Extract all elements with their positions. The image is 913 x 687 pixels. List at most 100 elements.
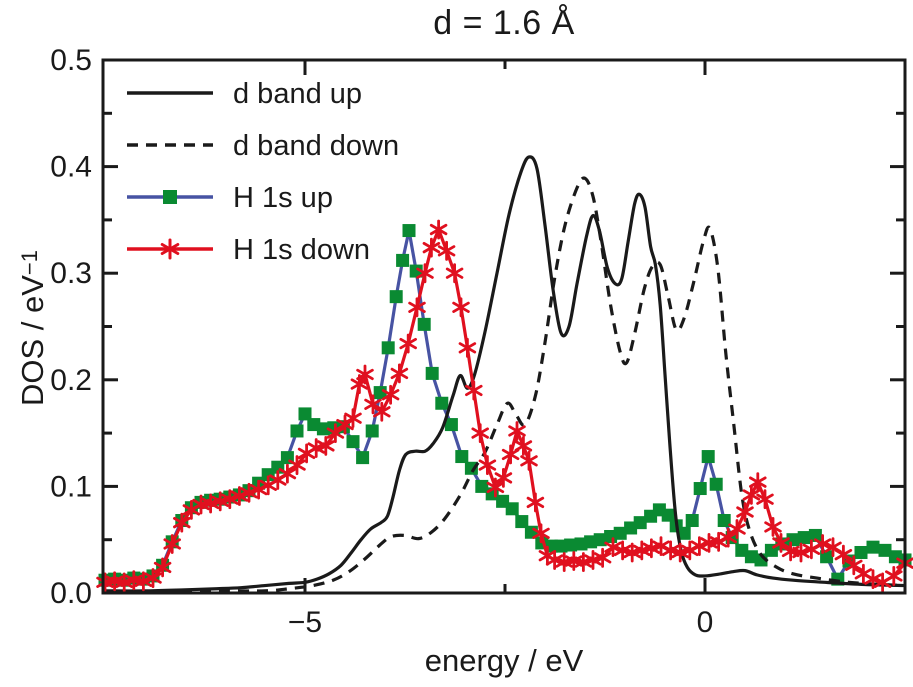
series-h-1s-up-marker	[661, 508, 675, 522]
series-h-1s-down-marker	[719, 527, 737, 548]
series-h-1s-down-marker	[288, 455, 306, 475]
series-h-1s-down-marker	[834, 544, 853, 565]
series-h-1s-up-marker	[444, 418, 458, 432]
plot-frame	[101, 58, 907, 595]
series-h-1s-down-marker	[134, 571, 153, 592]
series-h-1s-down-marker	[526, 492, 545, 513]
series-h-1s-up-marker	[346, 435, 360, 449]
series-h-1s-down-marker	[144, 568, 162, 588]
series-h-1s-down-marker	[408, 297, 426, 318]
series-h-1s-up-marker	[709, 477, 723, 491]
series-h-1s-up-marker	[685, 514, 699, 528]
series-h-1s-down-marker	[364, 394, 382, 415]
series-h-1s-down-marker	[465, 380, 483, 401]
series-h-1s-up-marker	[593, 533, 607, 547]
series-h-1s-down-marker	[764, 517, 782, 537]
series-h-1s-up-marker	[356, 451, 370, 465]
series-h-1s-down-marker	[584, 550, 602, 570]
series-h-1s-down-marker	[416, 263, 434, 284]
series-h-1s-up-marker	[425, 366, 439, 380]
series-h-1s-up-marker	[878, 543, 892, 557]
series-h-1s-down-marker	[633, 540, 651, 561]
series-h-1s-down-marker	[240, 482, 258, 503]
series-h-1s-up-marker	[417, 317, 431, 331]
series-h-1s-down-marker	[742, 485, 761, 505]
series-h-1s-down-marker	[356, 364, 374, 385]
series-h-1s-down-marker	[452, 297, 470, 318]
series-h-1s-down-marker	[230, 486, 249, 506]
series-h-1s-down-marker	[885, 566, 903, 586]
series-h-1s-down-marker	[437, 240, 456, 261]
series-h-1s-up-marker	[290, 424, 304, 438]
series-h-1s-down-marker	[864, 569, 882, 590]
series-h-1s-up-marker	[693, 482, 707, 496]
series-h-1s-down-marker	[756, 489, 774, 510]
series-h-1s-down-marker	[471, 423, 489, 443]
series-h-1s-down-marker	[613, 540, 632, 561]
series-h-1s-down-marker	[153, 557, 172, 578]
series-h-1s-down-marker	[211, 491, 229, 512]
series-h-1s-up-marker	[564, 538, 578, 552]
series-h-1s-up-marker	[455, 450, 469, 464]
series-h-1s-down-marker	[574, 552, 593, 572]
series-h-1s-down-marker	[792, 542, 810, 563]
series-d-band-down-line	[104, 176, 906, 594]
legend-label-2: d band down	[233, 130, 399, 162]
legend-marker-square	[163, 190, 177, 204]
series-h-1s-down-marker	[642, 538, 661, 559]
series-h-1s-down-marker	[399, 333, 417, 354]
series-h-1s-up-marker	[381, 341, 395, 355]
x-axis-tick-label: −5	[288, 606, 322, 639]
series-h-1s-up-marker	[677, 526, 691, 540]
series-h-1s-up-marker	[808, 528, 822, 542]
series-h-1s-down-marker	[736, 502, 754, 522]
series-h-1s-up-marker	[515, 515, 529, 529]
series-h-1s-down-marker	[671, 542, 689, 563]
y-axis-tick-label: 0.0	[50, 577, 92, 610]
series-h-1s-down-marker	[458, 337, 477, 358]
series-h-1s-down-line	[104, 227, 907, 584]
series-h-1s-up-marker	[701, 450, 715, 464]
series-h-1s-down-marker	[749, 472, 767, 493]
x-axis-tick-label: 0	[697, 606, 714, 639]
series-h-1s-up-marker	[298, 407, 312, 421]
series-h-1s-down-marker	[445, 263, 464, 284]
series-h-1s-down-marker	[772, 532, 790, 553]
series-h-1s-up-marker	[435, 396, 449, 410]
series-h-1s-up-marker	[316, 422, 330, 436]
series-h-1s-down-marker	[336, 414, 354, 435]
y-axis-tick-label: 0.5	[50, 44, 92, 77]
series-h-1s-up-marker	[866, 540, 880, 554]
series-h-1s-down-marker	[201, 493, 220, 514]
series-h-1s-up-marker	[854, 545, 868, 559]
series-h-1s-up-marker	[613, 526, 627, 540]
series-h-1s-down-marker	[344, 408, 362, 429]
series-h-1s-down-marker	[501, 444, 520, 465]
x-axis-title: energy / eV	[424, 643, 584, 678]
series-h-1s-down-marker	[326, 423, 345, 443]
series-h-1s-up-marker	[396, 253, 410, 267]
series-h-1s-down-marker	[845, 555, 863, 576]
series-h-1s-up-marker	[365, 424, 379, 438]
series-h-1s-down-marker	[221, 489, 239, 510]
series-h-1s-down-marker	[623, 542, 641, 563]
series-h-1s-down-marker	[545, 550, 564, 570]
series-h-1s-up-marker	[797, 531, 811, 545]
series-h-1s-up-marker	[633, 516, 647, 530]
series-h-1s-up-marker	[409, 264, 423, 278]
series-h-1s-down-marker	[422, 237, 441, 258]
y-axis-tick-label: 0.3	[50, 257, 92, 290]
series-h-1s-down-marker	[661, 540, 680, 561]
series-h-1s-down-marker	[163, 534, 181, 554]
series-h-1s-down-marker	[478, 455, 497, 475]
series-h-1s-down-marker	[173, 512, 191, 533]
series-h-1s-down-marker	[307, 438, 325, 458]
chart-title: d = 1.6 Å	[433, 4, 575, 42]
y-axis-tick-label: 0.1	[50, 470, 92, 503]
legend-marker-asterisk	[160, 238, 180, 260]
series-h-1s-down-marker	[494, 467, 513, 488]
series-h-1s-down-marker	[604, 537, 622, 558]
series-h-1s-up-marker	[475, 479, 489, 493]
